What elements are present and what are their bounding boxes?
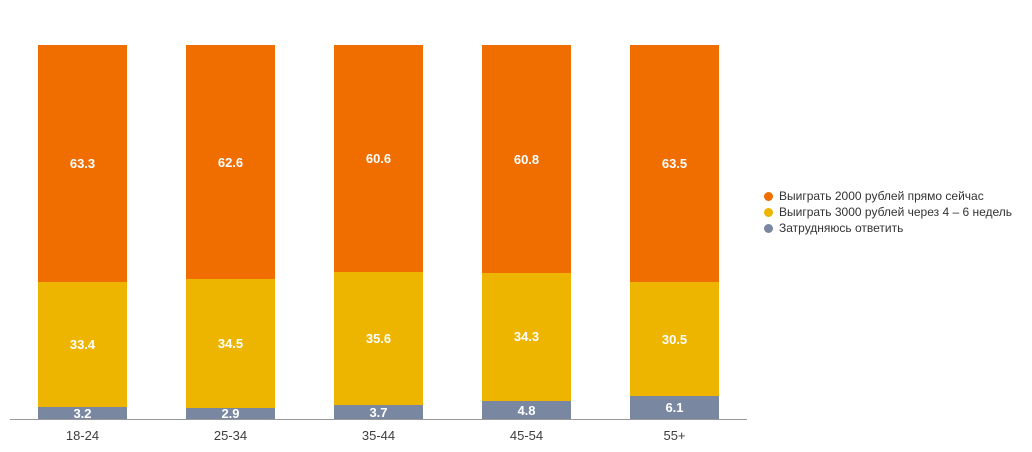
bar-segment-series2: 4.8 (482, 401, 571, 419)
legend-item-series1[interactable]: Выиграть 3000 рублей через 4 – 6 недель (764, 204, 1012, 220)
segment-value-label: 6.1 (665, 400, 684, 416)
bar-segment-series1: 33.4 (38, 282, 127, 408)
legend-dot-icon (764, 223, 773, 233)
bar-segment-series1: 34.3 (482, 272, 571, 402)
segment-value-label: 3.2 (73, 405, 92, 421)
bar-segment-series2: 2.9 (186, 406, 275, 422)
bar-segment-series2: 3.7 (334, 405, 423, 419)
segment-value-label: 63.3 (69, 156, 96, 172)
legend-label: Выиграть 2000 рублей прямо сейчас (779, 189, 984, 203)
segment-value-label: 33.4 (69, 337, 96, 353)
bar-segment-series1: 34.5 (186, 279, 275, 409)
bar-segment-series0: 63.3 (38, 45, 127, 283)
bar-segment-series1: 35.6 (334, 272, 423, 406)
segment-value-label: 60.8 (513, 151, 540, 167)
legend-label: Выиграть 3000 рублей через 4 – 6 недель (779, 205, 1013, 219)
bar-segment-series2: 3.2 (38, 405, 127, 421)
bar-segment-series1: 30.5 (630, 282, 719, 397)
segment-value-label: 62.6 (217, 154, 244, 170)
segment-value-label: 30.5 (661, 331, 688, 347)
bar-25-34: 62.6 34.5 2.9 (186, 45, 275, 422)
x-axis-label: 35-44 (361, 428, 396, 443)
bar-segment-series0: 60.6 (334, 45, 423, 273)
x-axis-label: 45-54 (509, 428, 544, 443)
legend-dot-icon (764, 207, 773, 217)
legend: Выиграть 2000 рублей прямо сейчас Выиграт… (764, 188, 1012, 236)
legend-label: Затрудняюсь ответить (779, 221, 904, 235)
legend-item-series2[interactable]: Затрудняюсь ответить (764, 220, 1012, 236)
bar-segment-series0: 62.6 (186, 45, 275, 280)
x-axis-line (10, 419, 747, 420)
segment-value-label: 60.6 (365, 151, 392, 167)
bar-45-54: 60.8 34.3 4.8 (482, 45, 571, 419)
segment-value-label: 63.5 (661, 155, 688, 171)
segment-value-label: 35.6 (365, 331, 392, 347)
bar-segment-series2: 6.1 (630, 396, 719, 419)
legend-dot-icon (764, 191, 773, 201)
segment-value-label: 3.7 (369, 404, 388, 420)
segment-value-label: 2.9 (221, 406, 240, 422)
bar-segment-series0: 63.5 (630, 44, 719, 283)
bar-35-44: 60.6 35.6 3.7 (334, 45, 423, 419)
x-axis-label: 18-24 (65, 428, 100, 443)
bar-55+: 63.5 30.5 6.1 (630, 44, 719, 419)
legend-item-series0[interactable]: Выиграть 2000 рублей прямо сейчас (764, 188, 1012, 204)
segment-value-label: 4.8 (517, 402, 536, 418)
x-axis-label: 55+ (663, 428, 686, 443)
bar-18-24: 63.3 33.4 3.2 (38, 45, 127, 421)
bar-segment-series0: 60.8 (482, 45, 571, 273)
x-axis-label: 25-34 (213, 428, 248, 443)
segment-value-label: 34.3 (513, 329, 540, 345)
segment-value-label: 34.5 (217, 336, 244, 352)
